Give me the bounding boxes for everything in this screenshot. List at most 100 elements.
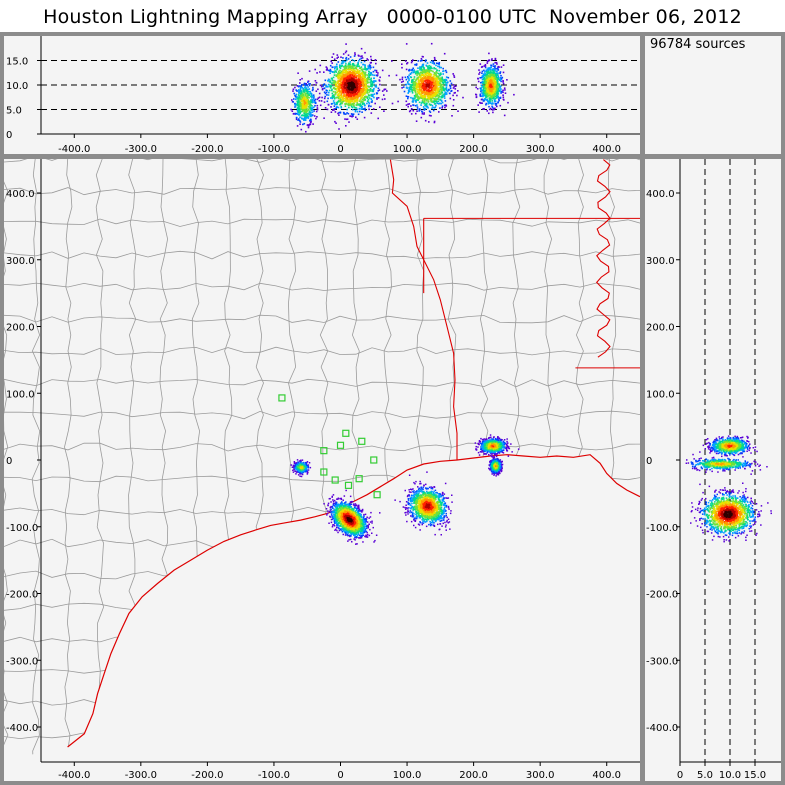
altitude-source-point: [360, 57, 363, 60]
altitude-source-point: [335, 75, 338, 78]
altitude-source-point: [327, 85, 329, 88]
altitude-source-point: [297, 103, 299, 106]
altitude-source-point: [429, 111, 432, 113]
altitude-source-point: [438, 66, 441, 69]
altitude-source-point: [354, 53, 356, 56]
altitude-source-point: [292, 90, 294, 92]
altitude-source-point: [328, 81, 331, 83]
altitude-source-point: [483, 94, 485, 97]
altitude-source-point: [405, 83, 408, 86]
map-source-point: [354, 507, 357, 509]
altitude-source-point: [362, 97, 365, 99]
altitude-source-point: [488, 69, 491, 71]
altitude-source-point: [334, 91, 337, 93]
altitude-source-point: [502, 82, 505, 85]
altitude-source-point: [337, 76, 339, 78]
altitude-source-point: [373, 81, 375, 84]
map-source-point: [330, 508, 332, 511]
altitude-source-point: [496, 70, 498, 73]
altitude-source-point: [377, 90, 379, 92]
altitude-source-point: [494, 86, 496, 89]
altitude-source-point: [362, 92, 364, 95]
altitude-source-point: [478, 73, 480, 75]
altitude-source-point: [360, 61, 363, 64]
altitude-source-point: [346, 97, 348, 100]
altitude-source-point: [354, 100, 356, 103]
altitude-source-point: [302, 93, 305, 96]
altitude-source-point: [436, 75, 439, 78]
altitude-source-point: [362, 108, 364, 110]
altitude-source-point: [420, 88, 423, 90]
altitude-source-point: [325, 66, 328, 68]
altitude-source-point: [297, 113, 299, 115]
altitude-source-point: [418, 80, 420, 83]
altitude-source-point: [355, 76, 358, 78]
altitude-source-point: [307, 90, 309, 93]
altitude-source-point: [434, 81, 436, 84]
altitude-source-point: [303, 112, 306, 115]
altitude-source-point: [331, 79, 334, 82]
map-source-point: [333, 524, 335, 526]
altitude-source-point: [307, 126, 310, 129]
altitude-source-point: [357, 76, 360, 79]
altitude-source-point: [338, 92, 341, 94]
altitude-source-point: [423, 95, 425, 97]
altitude-source-point: [488, 72, 490, 74]
altitude-source-point: [323, 83, 326, 85]
altitude-source-point: [486, 91, 488, 93]
altitude-source-point: [479, 71, 481, 74]
altitude-source-point: [440, 90, 443, 93]
altitude-source-point: [419, 71, 422, 74]
altitude-source-point: [300, 108, 303, 110]
altitude-source-point: [353, 95, 355, 97]
altitude-source-point: [334, 111, 337, 113]
altitude-source-point: [303, 114, 306, 117]
map-source-point: [350, 503, 353, 506]
map-source-point: [365, 518, 368, 520]
altitude-source-point: [347, 87, 350, 89]
altitude-source-point: [415, 93, 417, 96]
altitude-source-point: [371, 89, 373, 91]
altitude-source-point: [362, 100, 364, 103]
altitude-source-point: [352, 70, 354, 72]
altitude-source-point: [493, 68, 495, 70]
altitude-source-point: [364, 76, 367, 78]
altitude-source-point: [488, 82, 491, 84]
altitude-source-point: [437, 89, 439, 92]
altitude-source-point: [359, 75, 362, 77]
altitude-source-point: [424, 108, 427, 110]
altitude-source-point: [350, 105, 353, 108]
altitude-source-point: [355, 67, 357, 70]
altitude-source-point: [425, 91, 428, 94]
altitude-source-point: [408, 103, 411, 105]
altitude-source-point: [342, 91, 344, 94]
altitude-source-point: [429, 66, 432, 68]
altitude-source-point: [366, 96, 369, 99]
altitude-source-point: [348, 103, 350, 106]
altitude-source-point: [488, 108, 491, 111]
altitude-source-point: [436, 82, 439, 84]
altitude-source-point: [434, 85, 436, 87]
altitude-source-point: [379, 106, 381, 108]
altitude-source-point: [356, 92, 358, 94]
altitude-source-point: [349, 66, 351, 68]
altitude-source-point: [418, 85, 421, 87]
altitude-source-point: [355, 78, 358, 81]
altitude-source-point: [445, 88, 448, 91]
map-source-point: [363, 530, 365, 532]
altitude-source-point: [364, 104, 366, 106]
altitude-source-point: [336, 67, 338, 69]
altitude-source-point: [407, 77, 409, 79]
altitude-source-point: [377, 117, 379, 120]
map-source-point: [370, 511, 372, 514]
altitude-source-point: [343, 79, 346, 82]
altitude-source-point: [342, 99, 344, 101]
altitude-source-point: [331, 88, 333, 91]
altitude-source-point: [327, 94, 330, 96]
altitude-panel: 05.010.015.0-400.0 -300.0 -200.0 -100.0 0 100…: [4, 36, 640, 154]
altitude-source-point: [409, 72, 412, 75]
altitude-source-point: [419, 84, 422, 86]
altitude-source-point: [367, 65, 369, 67]
altitude-source-point: [357, 113, 360, 116]
altitude-source-point: [418, 89, 420, 92]
